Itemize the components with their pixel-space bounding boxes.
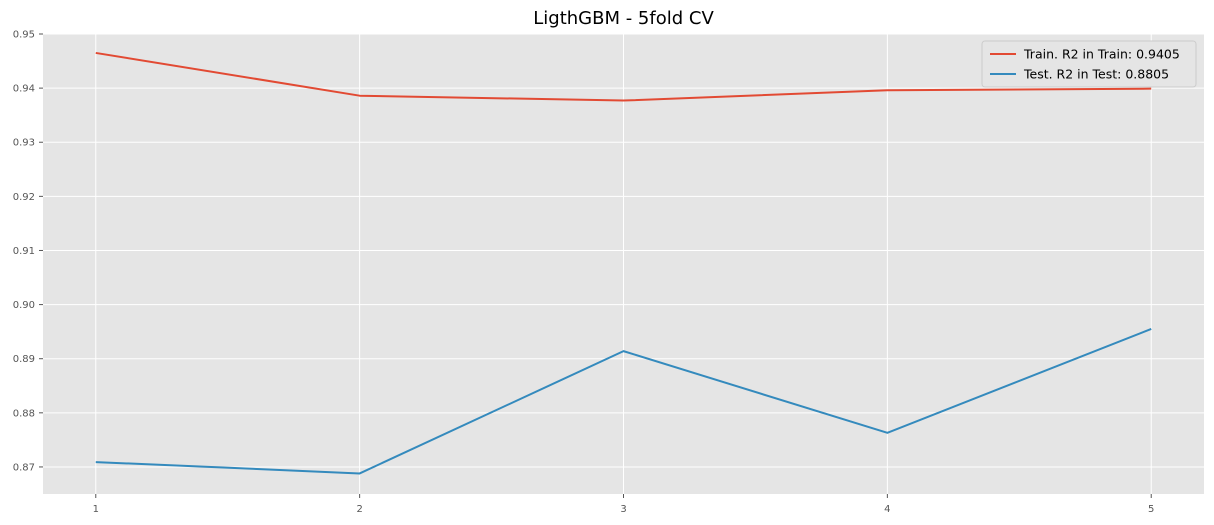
legend: Train. R2 in Train: 0.9405 Test. R2 in Te… (981, 40, 1197, 88)
x-tick-label: 3 (620, 504, 626, 515)
legend-label: Test. R2 in Test: 0.8805 (1023, 67, 1169, 82)
legend-label: Train. R2 in Train: 0.9405 (1023, 47, 1180, 62)
grid-lines (43, 33, 1204, 494)
series-line-train (95, 51, 1152, 102)
series-line-test (95, 328, 1152, 475)
y-tick-label: 0.89 (13, 354, 35, 365)
x-tick-label: 2 (356, 504, 362, 515)
y-tick-label: 0.91 (13, 246, 35, 257)
x-tick-label: 1 (93, 504, 99, 515)
y-tick-label: 0.95 (13, 30, 35, 41)
y-tick-label: 0.88 (13, 408, 35, 419)
y-tick-label: 0.90 (13, 300, 35, 311)
x-tick-label: 4 (884, 504, 890, 515)
y-tick-label: 0.93 (13, 138, 35, 149)
y-tick-label: 0.92 (13, 192, 35, 203)
series-lines (95, 51, 1152, 475)
x-axis-ticks: 1 2 3 4 5 (93, 494, 1154, 515)
x-tick-label: 5 (1148, 504, 1154, 515)
legend-box (981, 40, 1197, 88)
y-axis-ticks: 0.87 0.88 0.89 0.90 0.91 0.92 0.93 0.94 0.95 (13, 30, 43, 473)
chart-title: LigthGBM - 5fold CV (533, 8, 714, 29)
y-tick-label: 0.94 (13, 84, 35, 95)
y-tick-label: 0.87 (13, 462, 35, 473)
